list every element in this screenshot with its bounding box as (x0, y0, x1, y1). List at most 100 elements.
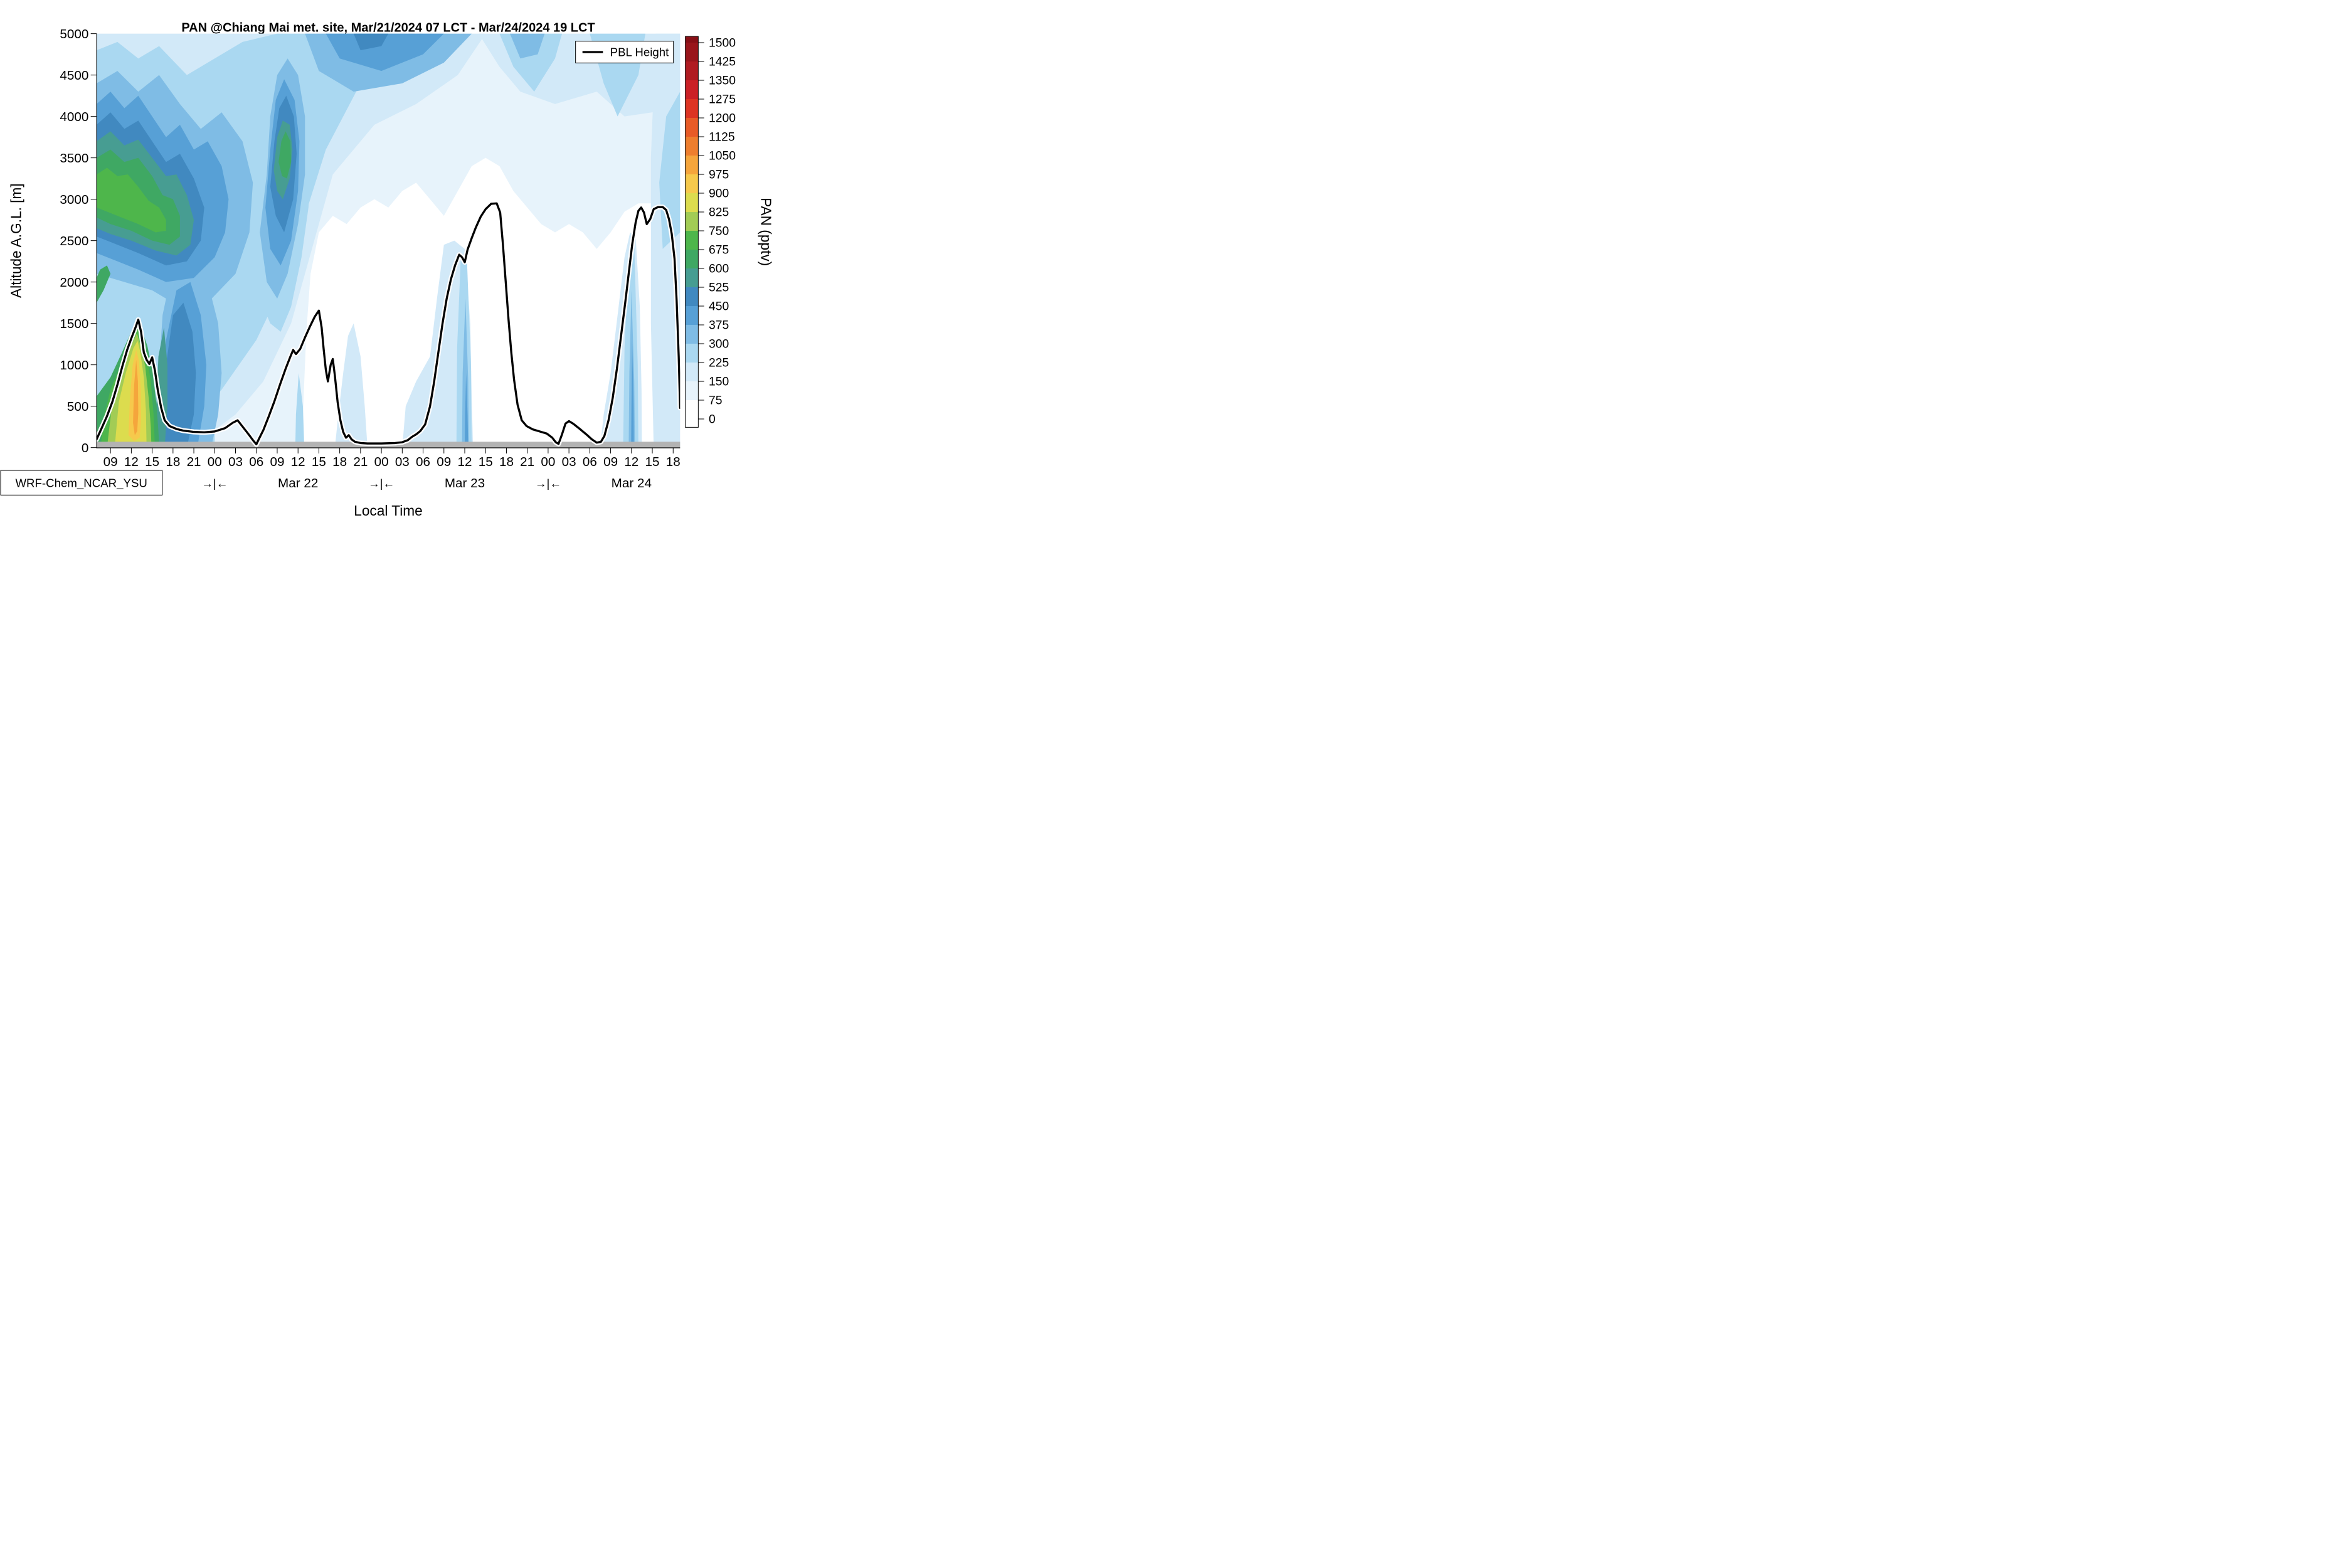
colorbar-segment (685, 80, 699, 99)
x-tick-label: 03 (228, 455, 243, 469)
colorbar-tick-label: 1125 (709, 131, 735, 144)
colorbar-tick-label: 1050 (709, 150, 736, 163)
contour-region (353, 33, 389, 51)
colorbar-segment (685, 118, 699, 137)
x-tick-label: 15 (479, 455, 493, 469)
colorbar-tick-label: 675 (709, 244, 729, 257)
x-axis-title: Local Time (354, 502, 423, 519)
day-label: Mar 24 (612, 476, 652, 490)
pbl-height-line (97, 201, 681, 447)
colorbar-segment (685, 61, 699, 80)
day-labels: →|← →|← →|← Mar 22 Mar 23 Mar 24 (201, 476, 652, 490)
x-tick-label: 00 (208, 455, 222, 469)
x-tick-label: 15 (645, 455, 660, 469)
x-tick-label: 12 (124, 455, 139, 469)
x-tick-label: 06 (416, 455, 430, 469)
x-tick-label: 12 (458, 455, 472, 469)
colorbar-tick-label: 0 (709, 413, 716, 426)
colorbar-tick-label: 1425 (709, 56, 736, 69)
day-separator: →|← (535, 477, 561, 490)
colorbar-tick-label: 1500 (709, 37, 736, 50)
x-tick-label: 09 (603, 455, 618, 469)
pbl-line (97, 202, 681, 446)
y-tick-label: 1000 (60, 358, 88, 373)
colorbar-tick-label: 1200 (709, 112, 736, 125)
y-tick-label: 2000 (60, 275, 88, 290)
x-tick-label: 00 (374, 455, 389, 469)
colorbar-segment (685, 174, 699, 193)
x-tick-label: 21 (520, 455, 534, 469)
colorbar-segment (685, 99, 699, 118)
colorbar-segment (685, 250, 699, 268)
contour-region (510, 33, 545, 59)
y-tick-label: 4500 (60, 68, 88, 83)
colorbar-outline (685, 36, 699, 428)
y-tick-label: 4000 (60, 110, 88, 124)
day-separator: →|← (368, 477, 395, 490)
x-tick-label: 18 (332, 455, 347, 469)
x-tick-label: 18 (666, 455, 681, 469)
colorbar-tick-label: 1275 (709, 93, 736, 107)
colorbar-segment (685, 400, 699, 419)
x-tick-label: 15 (145, 455, 159, 469)
colorbar-underflow (685, 419, 699, 428)
contour-region (97, 265, 111, 303)
contour-region (465, 373, 469, 448)
contour-region (278, 131, 292, 179)
contour-region (302, 157, 656, 448)
x-tick-label: 06 (583, 455, 597, 469)
colorbar-segment (685, 212, 699, 231)
colorbar-segment (685, 43, 699, 61)
x-tick-label: 21 (353, 455, 368, 469)
colorbar-segment (685, 363, 699, 381)
legend-pbl-label: PBL Height (610, 46, 669, 59)
chart-title: PAN @Chiang Mai met. site, Mar/21/2024 0… (181, 21, 595, 34)
x-tick-label: 00 (541, 455, 555, 469)
colorbar-tick-label: 600 (709, 263, 729, 276)
day-separator: →|← (201, 477, 228, 490)
colorbar-segment (685, 381, 699, 400)
colorbar: 0 75 150 225 300 375 450 525 600 675 750 825 900 975 1… (685, 36, 736, 428)
colorbar-tick-label: 450 (709, 300, 729, 314)
colorbar-segment (685, 156, 699, 174)
colorbar-tick-label: 1350 (709, 75, 736, 88)
colorbar-tick-label: 825 (709, 206, 729, 220)
x-tick-label: 03 (562, 455, 576, 469)
colorbar-title: PAN (pptv) (758, 198, 774, 266)
x-tick-label: 18 (166, 455, 180, 469)
contour-region (334, 323, 368, 448)
colorbar-tick-label: 75 (709, 395, 723, 408)
contour-region (631, 340, 634, 448)
legend: PBL Height (575, 41, 674, 63)
colorbar-tick-label: 525 (709, 282, 729, 295)
colorbar-tick-label: 900 (709, 188, 729, 201)
colorbar-segment (685, 287, 699, 306)
y-axis-ticks: 0 500 1000 1500 2000 2500 3000 3500 4000 4500 5000 (60, 27, 97, 455)
colorbar-segment (685, 268, 699, 287)
day-label: Mar 23 (445, 476, 485, 490)
y-tick-label: 500 (67, 400, 88, 414)
contour-region (163, 302, 196, 448)
pan-contour-figure: PAN @Chiang Mai met. site, Mar/21/2024 0… (0, 21, 774, 519)
model-label: WRF-Chem_NCAR_YSU (15, 476, 147, 490)
colorbar-segment (685, 344, 699, 363)
y-axis-title: Altitude A.G.L. [m] (8, 183, 24, 298)
colorbar-segment (685, 137, 699, 156)
y-tick-label: 3000 (60, 193, 88, 207)
y-tick-label: 5000 (60, 27, 88, 41)
x-tick-label: 21 (187, 455, 201, 469)
day-label: Mar 22 (278, 476, 318, 490)
x-axis-ticks: 09 12 15 18 21 00 03 06 09 12 15 18 21 00 03 06 09 12 15 18… (103, 448, 681, 469)
x-tick-label: 09 (270, 455, 284, 469)
x-tick-label: 12 (624, 455, 638, 469)
x-tick-label: 06 (249, 455, 263, 469)
model-box (0, 470, 163, 495)
x-tick-label: 03 (395, 455, 410, 469)
contour-region (326, 33, 444, 72)
y-tick-label: 1500 (60, 317, 88, 331)
contour-region (295, 373, 305, 448)
colorbar-overflow (685, 36, 699, 43)
colorbar-tick-label: 975 (709, 169, 729, 182)
y-tick-label: 2500 (60, 234, 88, 248)
colorbar-tick-label: 375 (709, 319, 729, 332)
